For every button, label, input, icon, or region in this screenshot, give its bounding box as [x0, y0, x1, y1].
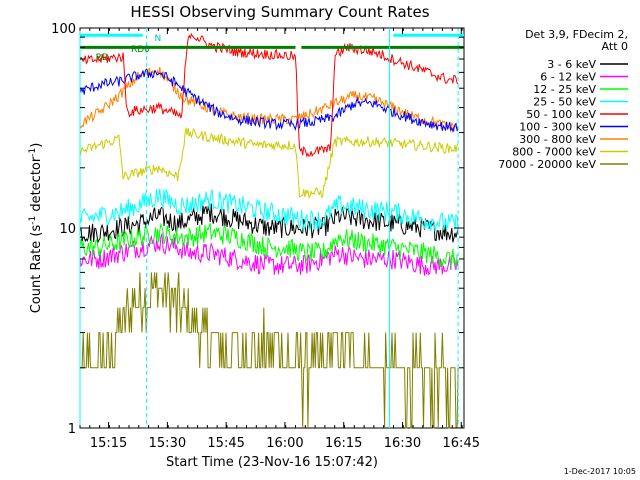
legend-label-6: 300 - 800 keV — [519, 133, 596, 146]
legend-label-2: 12 - 25 keV — [533, 83, 596, 96]
legend-label-0: 3 - 6 keV — [547, 58, 596, 71]
y-axis-label: Count Rate (s-1 detector-1) — [28, 143, 44, 314]
series-line-4 — [79, 32, 459, 158]
legend-label-8: 7000 - 20000 keV — [498, 158, 596, 171]
y-axis-label-sup1: -1 — [28, 216, 38, 225]
y-axis-label-part3: ) — [29, 143, 44, 148]
y-axis-label-sup2: -1 — [28, 148, 38, 157]
flags-layer: RD RD0 N — [79, 28, 464, 428]
x-tick-label-6: 16:45 — [443, 436, 480, 451]
series-line-2 — [79, 222, 459, 268]
y-axis-label-part1: Count Rate (s — [29, 225, 44, 314]
legend-label-1: 6 - 12 keV — [540, 71, 596, 84]
generation-timestamp: 1-Dec-2017 10:05 — [564, 467, 636, 476]
x-tick-label-2: 15:45 — [207, 436, 244, 451]
legend-label-5: 100 - 300 keV — [519, 121, 596, 134]
chart-title: HESSI Observing Summary Count Rates — [130, 3, 429, 21]
y-tick-label-0: 1 — [68, 422, 76, 437]
legend-label-4: 50 - 100 keV — [526, 108, 596, 121]
legend-header-line2: Att 0 — [602, 40, 628, 53]
x-tick-label-5: 16:30 — [384, 436, 421, 451]
legend-header-line1: Det 3,9, FDecim 2, — [525, 28, 628, 41]
series-line-1 — [79, 232, 459, 276]
y-tick-label-1: 10 — [59, 222, 76, 237]
series-line-3 — [79, 188, 459, 234]
x-tick-label-0: 15:15 — [90, 436, 127, 451]
ticks-layer: 15:15 15:30 15:45 16:00 16:15 16:30 16:45 1 10 10… — [51, 22, 480, 451]
annotation-0: RD — [96, 53, 109, 63]
x-tick-label-4: 16:15 — [325, 436, 362, 451]
x-axis-label: Start Time (23-Nov-16 15:07:42) — [166, 455, 378, 470]
series-layer — [79, 32, 459, 429]
x-tick-label-1: 15:30 — [149, 436, 186, 451]
x-tick-label-3: 16:00 — [266, 436, 303, 451]
legend-label-7: 800 - 7000 keV — [512, 146, 596, 159]
series-line-7 — [79, 127, 459, 199]
y-tick-label-2: 100 — [51, 22, 76, 37]
annotation-1: RD0 — [131, 45, 150, 55]
series-line-0 — [79, 203, 459, 243]
legend-label-3: 25 - 50 keV — [533, 96, 596, 109]
series-line-5 — [79, 68, 459, 133]
series-line-8 — [80, 272, 459, 429]
annotation-2: N — [154, 34, 161, 44]
y-axis-label-part2: detector — [29, 156, 44, 216]
